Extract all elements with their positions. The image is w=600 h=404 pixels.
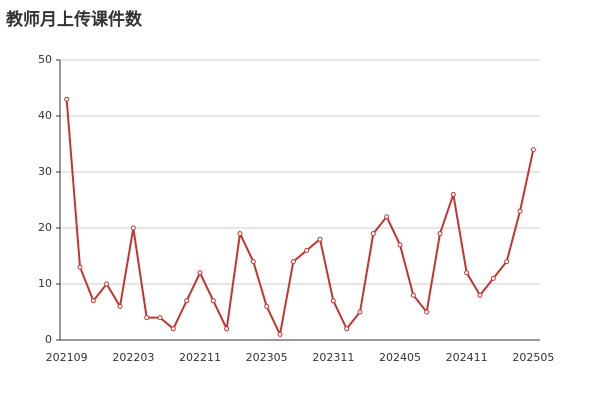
x-tick-label: 202203: [112, 351, 154, 364]
data-point: [330, 298, 336, 304]
data-point: [197, 270, 203, 276]
data-point: [530, 147, 536, 153]
data-point: [277, 331, 283, 337]
x-tick-label: 202311: [312, 351, 354, 364]
data-point: [477, 292, 483, 298]
data-point: [250, 259, 256, 265]
data-point: [437, 231, 443, 237]
data-point: [357, 309, 363, 315]
y-tick-label: 40: [38, 109, 52, 122]
data-point: [104, 281, 110, 287]
data-point: [290, 259, 296, 265]
x-tick-label: 202405: [379, 351, 421, 364]
data-point: [344, 326, 350, 332]
data-point: [77, 264, 83, 270]
data-point: [210, 298, 216, 304]
x-tick-label: 202505: [512, 351, 554, 364]
data-point: [397, 242, 403, 248]
data-point: [490, 275, 496, 281]
data-point: [317, 236, 323, 242]
data-point: [237, 231, 243, 237]
data-point: [384, 214, 390, 220]
series-line: [65, 99, 535, 338]
y-tick-label: 50: [38, 53, 52, 66]
data-point: [90, 298, 96, 304]
data-point: [64, 96, 70, 102]
data-point: [464, 270, 470, 276]
data-point: [224, 326, 230, 332]
data-point: [170, 326, 176, 332]
x-tick-label: 202211: [179, 351, 221, 364]
y-tick-label: 30: [38, 165, 52, 178]
data-point: [184, 298, 190, 304]
y-tick-label: 10: [38, 277, 52, 290]
data-point: [264, 303, 270, 309]
data-point: [117, 303, 123, 309]
x-tick-label: 202305: [246, 351, 288, 364]
data-point: [304, 247, 310, 253]
data-point: [517, 208, 523, 214]
data-point: [424, 309, 430, 315]
chart-title: 教师月上传课件数: [5, 9, 143, 30]
x-tick-label: 202109: [46, 351, 88, 364]
data-point: [157, 315, 163, 321]
data-point: [410, 292, 416, 298]
data-point: [130, 225, 136, 231]
data-point: [450, 191, 456, 197]
x-tick-label: 202411: [446, 351, 488, 364]
data-point: [144, 315, 150, 321]
y-tick-label: 20: [38, 221, 52, 234]
y-tick-label: 0: [45, 333, 52, 346]
data-point: [370, 231, 376, 237]
data-point: [504, 259, 510, 265]
